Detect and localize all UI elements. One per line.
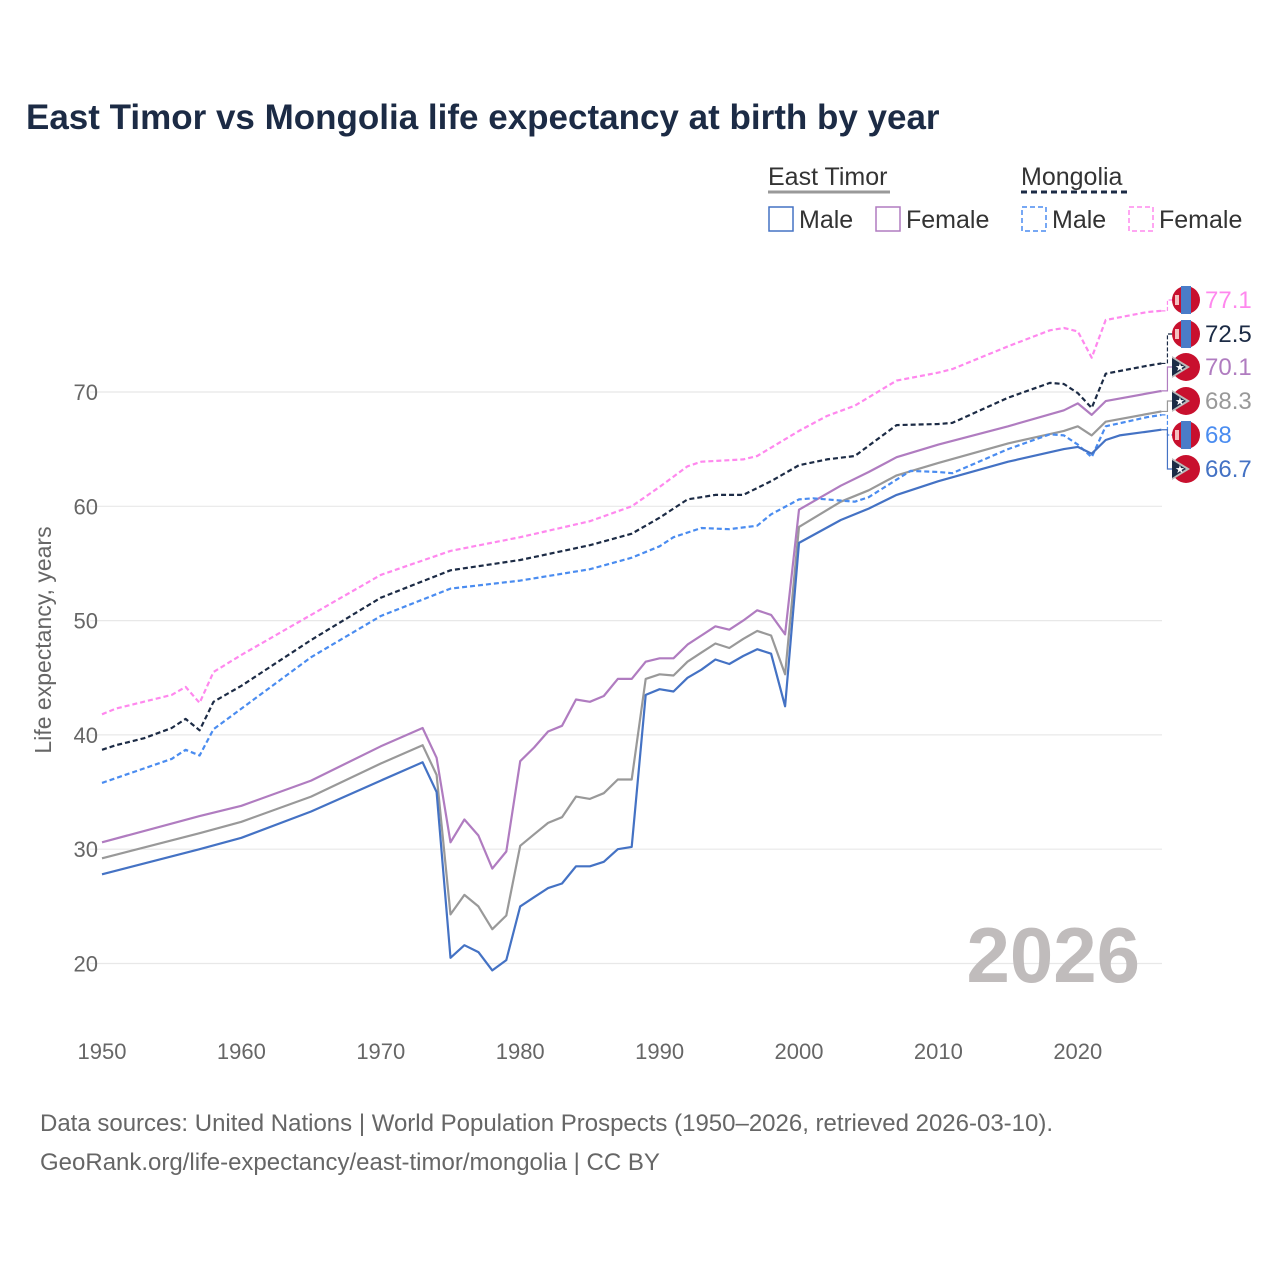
y-axis-label: Life expectancy, years [30, 526, 56, 753]
legend-label-mn-male: Male [1052, 206, 1106, 234]
y-tick-label: 50 [74, 609, 98, 634]
legend-swatch-et-male [768, 206, 794, 232]
flag-east-timor-icon: ★ [1172, 455, 1200, 483]
legend-swatch-mn-female [1128, 206, 1154, 232]
y-tick-label: 20 [74, 952, 98, 977]
y-tick-label: 40 [74, 723, 98, 748]
x-tick-label: 1970 [356, 1039, 405, 1064]
x-tick-label: 2020 [1053, 1039, 1102, 1064]
x-tick-label: 1980 [496, 1039, 545, 1064]
legend-swatch-et-female [875, 206, 901, 232]
legend-swatch-mn-male [1021, 206, 1047, 232]
end-value-label-east-timor: 68.3 [1205, 388, 1252, 415]
series-line-east-timor-male [101, 428, 1162, 972]
end-connector-mongolia-male [1161, 414, 1176, 436]
flag-star: ★ [1175, 464, 1185, 476]
chart-title: East Timor vs Mongolia life expectancy a… [26, 98, 940, 137]
year-watermark: 2026 [966, 911, 1140, 999]
flag-star: ★ [1175, 362, 1185, 374]
y-tick-label: 30 [74, 837, 98, 862]
legend-label-et-male: Male [799, 206, 853, 234]
flag-triangle-black [1172, 358, 1186, 376]
legend-label-et-female: Female [906, 206, 989, 234]
legend-group-east-timor: East Timor [768, 163, 887, 191]
flag-star: ★ [1175, 396, 1185, 408]
end-connector-mongolia-female [1161, 299, 1176, 312]
flag-east-timor-icon: ★ [1172, 387, 1200, 415]
flag-soyombo [1175, 430, 1179, 440]
series-line-mongolia-male [101, 413, 1162, 784]
end-connector-east-timor [1161, 400, 1176, 413]
series-line-mongolia-female [101, 309, 1162, 716]
x-tick-label: 2000 [775, 1039, 824, 1064]
flag-east-timor-icon: ★ [1172, 353, 1200, 381]
series-line-mongolia [101, 362, 1162, 751]
flag-mongolia-icon [1172, 421, 1200, 449]
flag-mongolia-icon [1172, 320, 1200, 348]
end-value-label-mongolia-male: 68 [1205, 422, 1232, 449]
legend-group-mongolia: Mongolia [1021, 163, 1123, 191]
flag-mongolia-icon [1172, 286, 1200, 314]
end-value-label-mongolia-female: 77.1 [1205, 287, 1252, 314]
flag-stripe [1181, 320, 1191, 348]
end-value-label-east-timor-female: 70.1 [1205, 354, 1252, 381]
flag-soyombo [1175, 295, 1179, 305]
y-tick-label: 70 [74, 380, 98, 405]
series-line-east-timor-female [101, 389, 1162, 870]
footer-source: Data sources: United Nations | World Pop… [40, 1110, 1053, 1137]
end-connector-east-timor-male [1161, 429, 1176, 470]
flag-soyombo [1175, 329, 1179, 339]
y-tick-label: 60 [74, 494, 98, 519]
legend-label-mn-female: Female [1159, 206, 1242, 234]
flag-triangle-black [1172, 392, 1186, 410]
flag-stripe [1181, 286, 1191, 314]
end-connector-east-timor-female [1161, 366, 1176, 392]
footer-link[interactable]: GeoRank.org/life-expectancy/east-timor/m… [40, 1149, 660, 1176]
flag-triangle-black [1172, 460, 1186, 478]
end-value-label-east-timor-male: 66.7 [1205, 456, 1252, 483]
x-tick-label: 1950 [78, 1039, 127, 1064]
end-connector-mongolia [1161, 333, 1176, 365]
x-tick-label: 1960 [217, 1039, 266, 1064]
flag-stripe [1181, 421, 1191, 449]
legend: East Timor Male Female Mongolia Male Fem… [768, 163, 1242, 234]
x-tick-label: 1990 [635, 1039, 684, 1064]
series-line-east-timor [101, 410, 1162, 931]
x-tick-label: 2010 [914, 1039, 963, 1064]
end-value-label-mongolia: 72.5 [1205, 321, 1252, 348]
